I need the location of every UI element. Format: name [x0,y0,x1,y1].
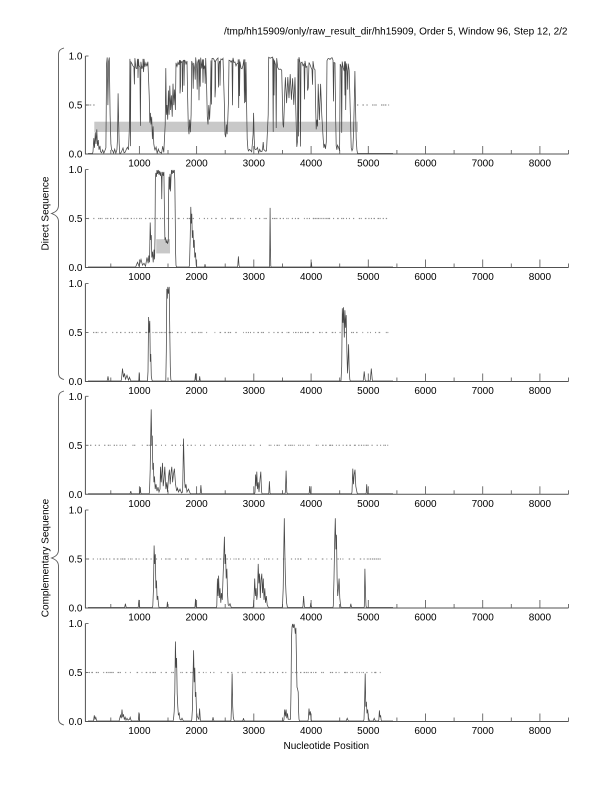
svg-text:6000: 6000 [414,499,437,510]
svg-text:1000: 1000 [128,159,151,170]
svg-text:1.0: 1.0 [69,279,83,290]
svg-text:5000: 5000 [357,499,380,510]
svg-text:6000: 6000 [414,159,437,170]
svg-text:0.0: 0.0 [69,150,83,161]
svg-text:Complementary Sequence: Complementary Sequence [41,498,52,617]
svg-text:7000: 7000 [472,159,495,170]
svg-text:3000: 3000 [243,726,266,737]
svg-text:2000: 2000 [185,272,208,283]
svg-text:1.0: 1.0 [69,52,83,63]
svg-text:0.5: 0.5 [69,328,83,339]
svg-text:0.0: 0.0 [69,377,83,388]
svg-text:3000: 3000 [243,272,266,283]
svg-text:/tmp/hh15909/only/raw_result_d: /tmp/hh15909/only/raw_result_dir/hh15909… [224,27,568,38]
svg-text:0.5: 0.5 [69,668,83,679]
svg-text:1000: 1000 [128,386,151,397]
svg-text:4000: 4000 [300,726,323,737]
svg-text:0.0: 0.0 [69,263,83,274]
svg-text:2000: 2000 [185,499,208,510]
svg-text:0.0: 0.0 [69,717,83,728]
svg-text:0.5: 0.5 [69,555,83,566]
svg-text:7000: 7000 [472,726,495,737]
svg-text:2000: 2000 [185,159,208,170]
svg-text:8000: 8000 [529,726,552,737]
svg-text:Nucleotide Position: Nucleotide Position [283,741,369,752]
svg-text:6000: 6000 [414,613,437,624]
svg-text:7000: 7000 [472,613,495,624]
svg-text:7000: 7000 [472,386,495,397]
svg-text:3000: 3000 [243,499,266,510]
svg-text:8000: 8000 [529,159,552,170]
svg-text:5000: 5000 [357,613,380,624]
svg-text:1000: 1000 [128,272,151,283]
svg-text:5000: 5000 [357,159,380,170]
svg-text:4000: 4000 [300,272,323,283]
svg-text:4000: 4000 [300,613,323,624]
svg-text:1000: 1000 [128,499,151,510]
svg-text:5000: 5000 [357,272,380,283]
svg-text:6000: 6000 [414,386,437,397]
svg-text:8000: 8000 [529,613,552,624]
svg-text:8000: 8000 [529,386,552,397]
svg-text:0.0: 0.0 [69,604,83,615]
svg-text:4000: 4000 [300,499,323,510]
svg-text:Direct Sequence: Direct Sequence [41,176,52,250]
svg-text:0.5: 0.5 [69,214,83,225]
svg-text:4000: 4000 [300,386,323,397]
svg-text:3000: 3000 [243,386,266,397]
svg-text:7000: 7000 [472,272,495,283]
svg-text:0.5: 0.5 [69,441,83,452]
svg-text:5000: 5000 [357,726,380,737]
svg-text:1.0: 1.0 [69,619,83,630]
svg-text:4000: 4000 [300,159,323,170]
svg-text:6000: 6000 [414,272,437,283]
svg-text:1.0: 1.0 [69,165,83,176]
svg-text:2000: 2000 [185,386,208,397]
svg-text:3000: 3000 [243,613,266,624]
svg-text:1.0: 1.0 [69,392,83,403]
svg-text:8000: 8000 [529,499,552,510]
svg-text:2000: 2000 [185,613,208,624]
svg-text:0.5: 0.5 [69,101,83,112]
svg-text:2000: 2000 [185,726,208,737]
svg-text:1000: 1000 [128,613,151,624]
svg-text:7000: 7000 [472,499,495,510]
svg-text:6000: 6000 [414,726,437,737]
svg-text:8000: 8000 [529,272,552,283]
svg-text:1.0: 1.0 [69,506,83,517]
svg-text:0.0: 0.0 [69,490,83,501]
svg-text:1000: 1000 [128,726,151,737]
svg-text:5000: 5000 [357,386,380,397]
svg-text:3000: 3000 [243,159,266,170]
